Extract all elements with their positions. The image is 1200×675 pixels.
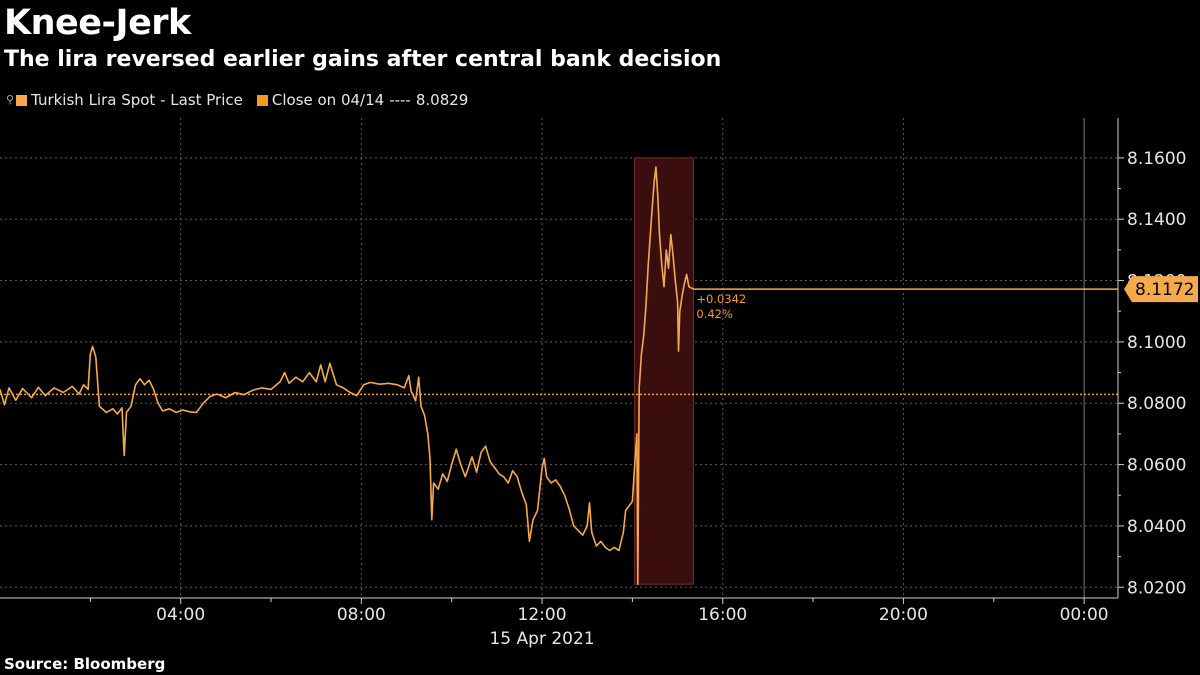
chart-source: Source: Bloomberg [4, 655, 166, 673]
series-line-spot [0, 166, 694, 586]
legend-dashes-close: ---- [389, 91, 411, 109]
legend-swatch-spot [16, 94, 28, 106]
legend-value-close: 8.0829 [415, 91, 469, 109]
change-annotation: +0.0342 [696, 292, 746, 306]
chart-subtitle: The lira reversed earlier gains after ce… [4, 47, 722, 72]
y-tick-label: 8.1000 [1127, 333, 1186, 353]
y-tick-label: 8.0600 [1127, 456, 1186, 476]
x-tick-label: 08:00 [337, 605, 386, 625]
change-pct-annotation: 0.42% [696, 307, 733, 321]
y-tick-label: 8.0400 [1127, 517, 1186, 537]
last-price-badge [1124, 276, 1198, 303]
x-tick-label: 04:00 [156, 605, 205, 625]
x-tick-label: 00:00 [1060, 605, 1109, 625]
legend-swatch-close [256, 94, 268, 106]
legend-label-close: Close on 04/14 [271, 91, 385, 109]
chart-title: Knee-Jerk [4, 3, 191, 43]
highlight-region [634, 157, 694, 585]
legend-label-spot: Turkish Lira Spot - Last Price [31, 91, 243, 109]
last-price-label: 8.1172 [1135, 280, 1194, 300]
y-tick-label: 8.1400 [1127, 210, 1186, 230]
y-tick-label: 8.0800 [1127, 394, 1186, 414]
x-tick-label: 16:00 [698, 605, 747, 625]
pin-icon: ⚲ [6, 93, 15, 106]
x-date-label: 15 Apr 2021 [489, 629, 594, 649]
legend-item-close: Close on 04/14 ---- 8.0829 [256, 90, 469, 110]
legend: ⚲ Turkish Lira Spot - Last Price Close o… [6, 90, 482, 110]
x-tick-label: 12:00 [518, 605, 567, 625]
y-tick-label: 8.0200 [1127, 578, 1186, 598]
legend-item-spot: ⚲ Turkish Lira Spot - Last Price [6, 90, 243, 110]
y-tick-label: 8.1600 [1127, 149, 1186, 169]
x-tick-label: 20:00 [879, 605, 928, 625]
